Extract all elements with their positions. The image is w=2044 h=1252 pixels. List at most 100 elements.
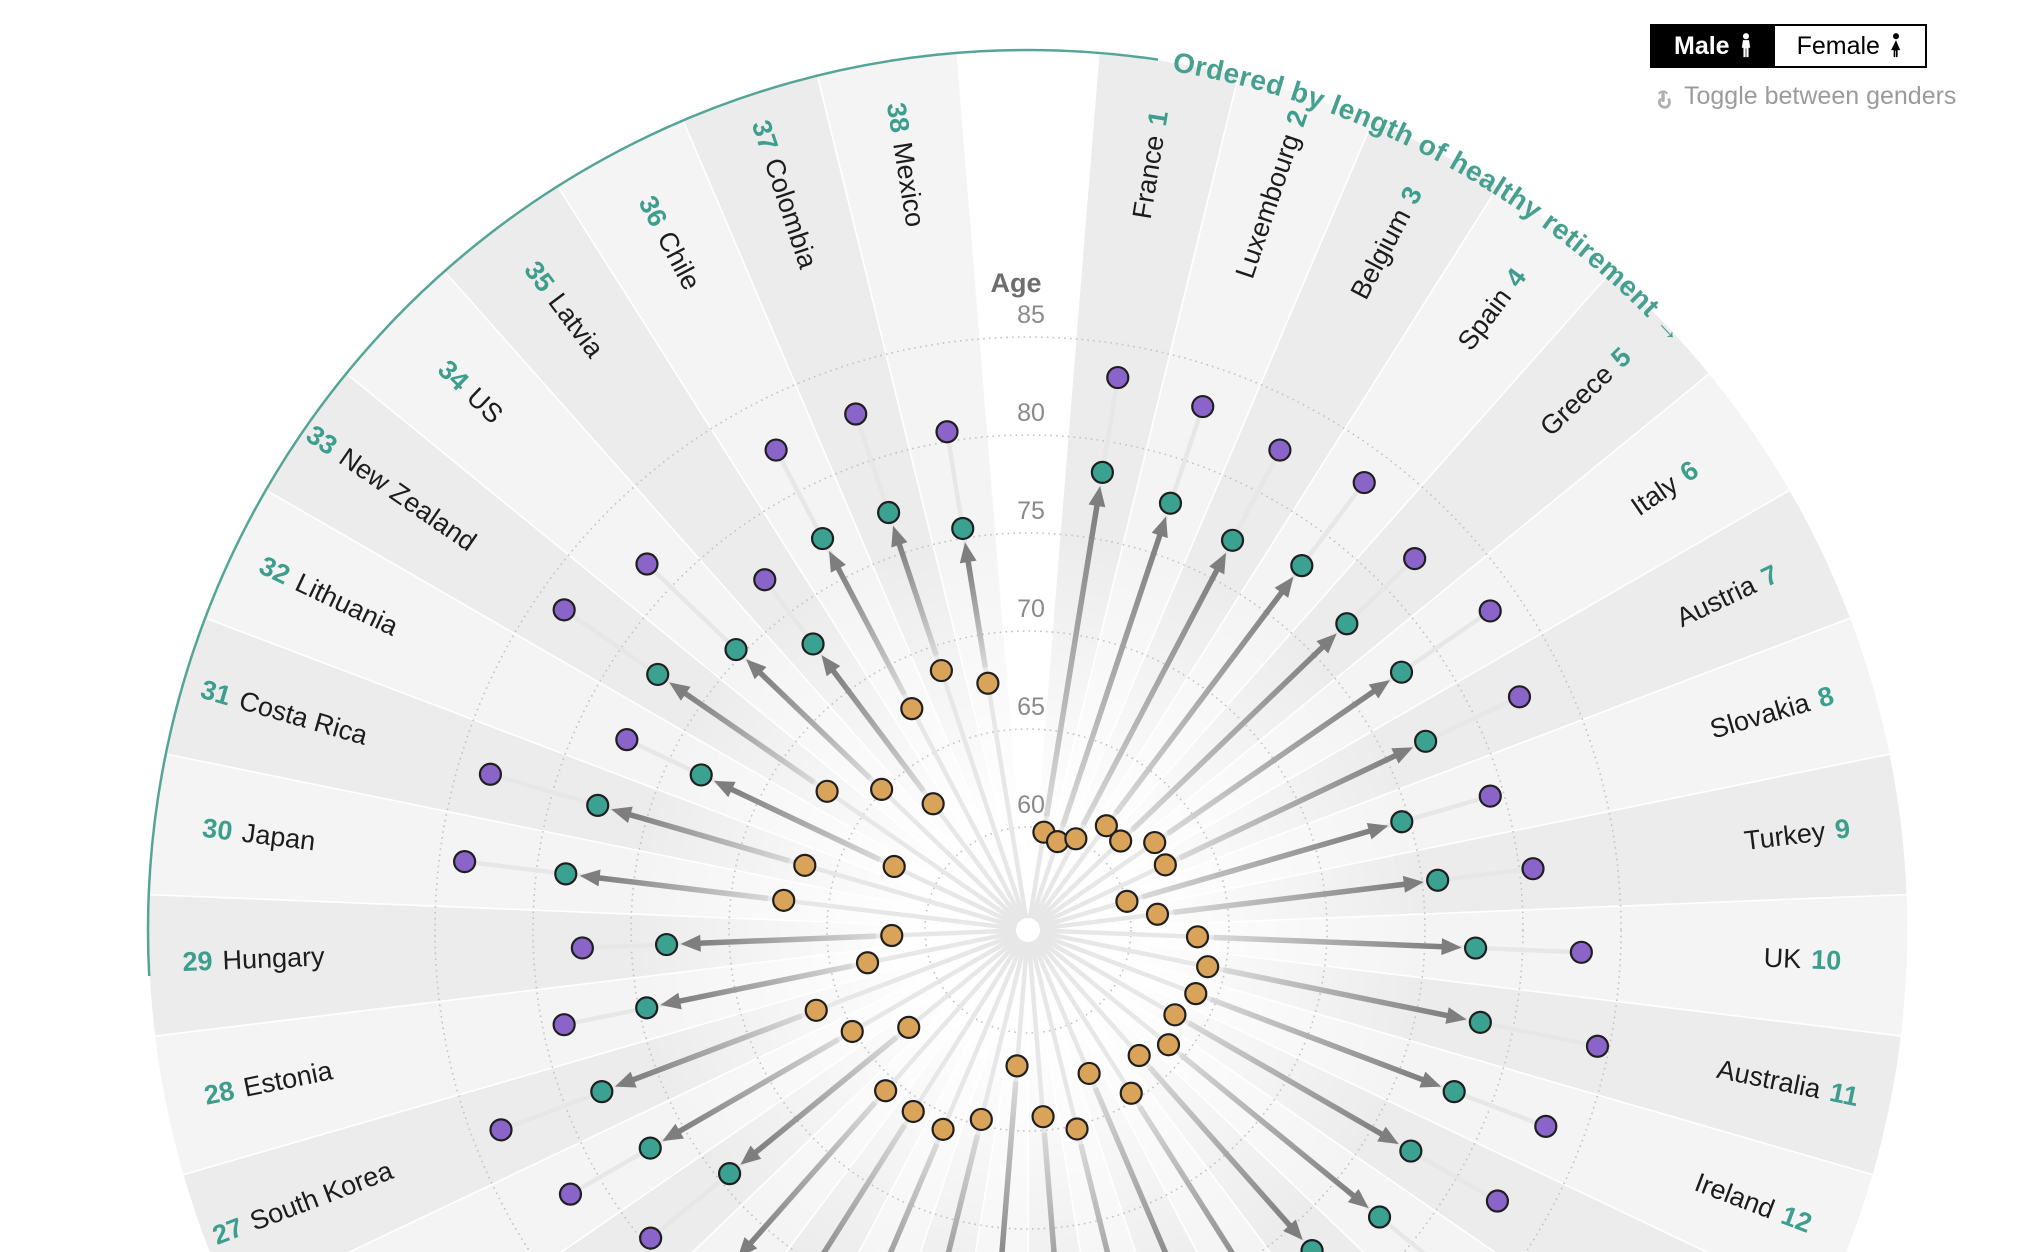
healthy-age-dot xyxy=(1426,868,1450,892)
healthy-retirement-arrowhead xyxy=(669,682,691,701)
healthy-retirement-arrowhead xyxy=(1366,823,1389,840)
healthy-retirement-arrow-shaft xyxy=(1173,881,1407,916)
healthy-retirement-arrowhead xyxy=(1391,747,1413,764)
healthy-age-dot xyxy=(654,932,679,957)
healthy-retirement-arrowhead xyxy=(821,655,841,677)
healthy-age-dot xyxy=(1399,1139,1423,1163)
age-tick-label: 75 xyxy=(1017,497,1045,525)
healthy-retirement-arrowhead xyxy=(1402,875,1424,893)
life-expectancy-dot xyxy=(478,762,503,786)
retirement-age-dot xyxy=(874,1079,898,1103)
life-expectancy-dot xyxy=(753,568,777,592)
healthy-retirement-arrow-shaft xyxy=(1166,688,1377,836)
healthy-age-dot xyxy=(1300,1239,1324,1252)
healthy-retirement-arrow-shaft xyxy=(597,875,769,902)
country-label: 30 Japan xyxy=(201,813,317,856)
male-toggle-button[interactable]: Male xyxy=(1652,26,1775,66)
retirement-age-dot xyxy=(1153,853,1177,877)
toggle-hint: Toggle between genders xyxy=(1652,82,1956,111)
retirement-age-dot xyxy=(870,777,894,802)
healthy-retirement-arrowhead xyxy=(959,542,977,564)
center-fade xyxy=(148,50,1908,1252)
retirement-age-dot xyxy=(880,923,904,948)
life-expectancy-dot xyxy=(552,598,576,622)
healthy-age-dot xyxy=(1442,1080,1466,1104)
healthy-age-dot xyxy=(554,862,578,886)
healthy-retirement-arrow-shaft xyxy=(698,933,876,947)
healthy-retirement-arrowhead xyxy=(739,1237,758,1252)
healthy-retirement-arrow-shaft xyxy=(1080,567,1221,826)
life-expectancy-dot xyxy=(1268,438,1292,462)
retirement-age-dot xyxy=(1119,1081,1143,1105)
retirement-age-dot xyxy=(1094,814,1118,838)
female-toggle-button[interactable]: Female xyxy=(1774,26,1925,66)
life-expectancy-dot xyxy=(489,1118,513,1142)
healthy-retirement-arrow-shaft xyxy=(1222,967,1450,1019)
healthy-retirement-arrow-shaft xyxy=(1209,996,1426,1083)
age-ring xyxy=(826,728,1230,1132)
healthy-retirement-arrowhead xyxy=(829,550,846,573)
age-tick-label: 70 xyxy=(1017,595,1045,623)
age-tick-label: 80 xyxy=(1017,399,1045,427)
healthy-age-dot xyxy=(638,1136,662,1160)
healthy-retirement-arrow-shaft xyxy=(1141,827,1372,900)
healthy-retirement-arrow-shaft xyxy=(999,1081,1019,1252)
healthy-retirement-arrowhead xyxy=(1316,633,1337,654)
retirement-age-dot xyxy=(1064,827,1088,851)
retirement-age-dot xyxy=(1115,889,1139,913)
healthy-retirement-arrow-shaft xyxy=(728,786,881,863)
healthy-retirement-arrowhead xyxy=(891,525,908,548)
retirement-age-dot xyxy=(815,779,839,803)
retirement-age-dot xyxy=(976,671,1000,695)
healthy-retirement-arrow-shaft xyxy=(1092,1087,1169,1252)
healthy-retirement-arrowhead xyxy=(1283,1219,1303,1241)
life-expectancy-dot xyxy=(1106,365,1130,390)
retirement-age-dot xyxy=(804,998,828,1022)
life-expectancy-dot xyxy=(1485,1189,1510,1213)
life-expectancy-dot xyxy=(558,1182,583,1206)
healthy-retirement-arrowhead xyxy=(1347,1188,1369,1209)
healthy-age-dot xyxy=(1290,554,1314,578)
life-expectancy-dot xyxy=(764,438,788,462)
life-expectancy-dot xyxy=(1403,546,1427,571)
retirement-age-dot xyxy=(1163,1003,1187,1027)
retirement-age-dot xyxy=(793,853,817,877)
healthy-age-dot xyxy=(951,516,975,541)
life-expectancy-dot xyxy=(552,1013,576,1037)
life-expectancy-dot xyxy=(453,849,477,874)
age-ring xyxy=(728,630,1328,1230)
healthy-retirement-arrow-shaft xyxy=(965,559,989,668)
healthy-retirement-arrow-shaft xyxy=(896,542,939,657)
life-expectancy-dot xyxy=(570,936,594,960)
healthy-age-dot xyxy=(1335,612,1359,636)
healthy-age-dot xyxy=(586,793,610,817)
healthy-retirement-arrow-shaft xyxy=(821,1123,908,1252)
healthy-retirement-arrowhead xyxy=(1377,1126,1399,1145)
life-expectancy-dot xyxy=(844,402,868,426)
healthy-age-dot xyxy=(1463,936,1488,960)
healthy-age-dot xyxy=(1090,460,1114,484)
male-icon xyxy=(1739,33,1753,59)
healthy-retirement-arrowhead xyxy=(1445,1007,1467,1024)
healthy-retirement-arrow-shaft xyxy=(887,1142,940,1252)
healthy-retirement-arrow-shaft xyxy=(627,811,791,864)
healthy-retirement-arrow-shaft xyxy=(834,565,907,696)
healthy-retirement-arrow-shaft xyxy=(1187,1020,1385,1138)
retirement-age-dot xyxy=(1184,982,1208,1006)
life-expectancy-dot xyxy=(1478,784,1502,808)
healthy-age-dot xyxy=(635,996,659,1020)
retirement-age-dot xyxy=(901,1099,925,1124)
life-expectancy-dot xyxy=(935,420,959,444)
life-expectancy-dot xyxy=(635,552,659,576)
life-expectancy-dot xyxy=(1352,470,1376,495)
healthy-retirement-arrowhead xyxy=(1209,552,1227,575)
healthy-retirement-arrow-shaft xyxy=(1078,1143,1111,1252)
healthy-age-dot xyxy=(689,763,713,787)
healthy-retirement-arrow-shaft xyxy=(1137,1105,1235,1252)
country-label: 29 Hungary xyxy=(182,941,326,977)
healthy-age-dot xyxy=(877,500,901,525)
healthy-retirement-arrow-shaft xyxy=(1178,752,1398,861)
age-tick-label: 65 xyxy=(1017,693,1045,721)
